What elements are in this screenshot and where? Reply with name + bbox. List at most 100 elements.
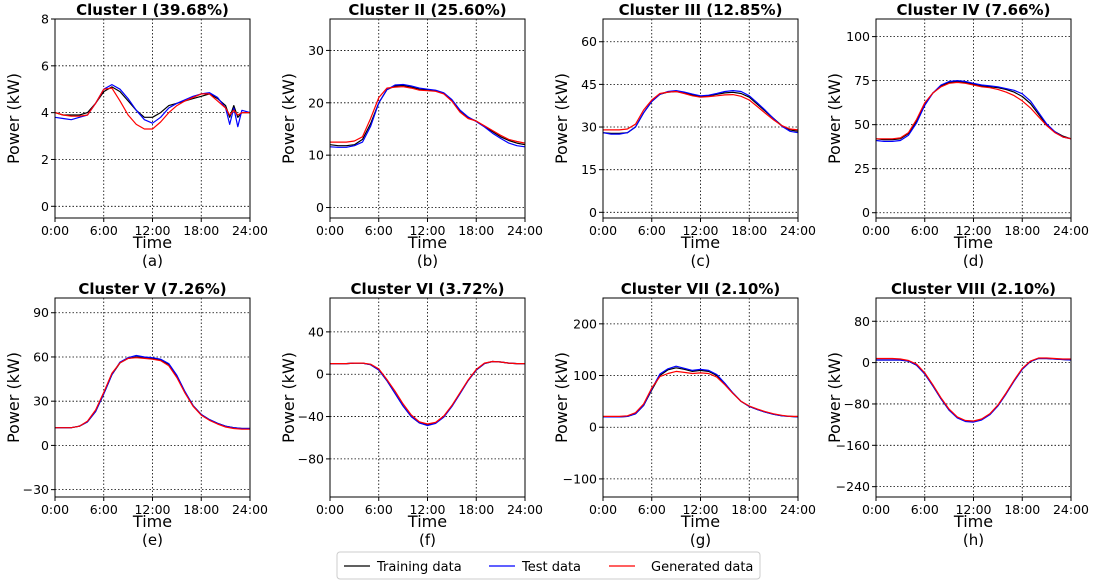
x-tick-label: 12:00 — [682, 502, 718, 517]
legend-label-training: Training data — [376, 560, 462, 575]
y-axis-label: Power (kW) — [279, 73, 298, 164]
x-tick-label: 12:00 — [682, 223, 718, 238]
x-tick-label: 6:00 — [911, 502, 939, 517]
chart-title: Cluster V (7.26%) — [78, 280, 226, 298]
series-line-test — [54, 83, 251, 128]
x-axis-label: Time — [953, 233, 993, 252]
y-tick-label: 75 — [854, 73, 870, 88]
y-axis-label: Power (kW) — [279, 352, 298, 443]
x-tick-label: 12:00 — [134, 502, 170, 517]
y-tick-label: 25 — [854, 161, 870, 176]
series-line-test — [329, 83, 526, 148]
chart-panel: 0:00 6:00 12:00 18:00 24:00 −100 0 100 200 Cluste… — [552, 280, 816, 549]
series-line-generated — [330, 85, 526, 144]
y-tick-label: 0 — [862, 355, 870, 370]
x-tick-label: 6:00 — [638, 223, 666, 238]
x-tick-label: 12:00 — [955, 223, 991, 238]
chart-title: Cluster II (25.60%) — [348, 1, 506, 19]
x-tick-label: 0:00 — [41, 223, 69, 238]
y-tick-label: 50 — [854, 117, 870, 132]
y-tick-label: 0 — [316, 200, 324, 215]
y-tick-label: 6 — [41, 58, 49, 73]
x-tick-label: 12:00 — [955, 502, 991, 517]
y-tick-label: 0 — [41, 199, 49, 214]
y-tick-label: 80 — [854, 314, 870, 329]
x-tick-label: 18:00 — [183, 502, 219, 517]
x-tick-label: 6:00 — [365, 502, 393, 517]
chart-title: Cluster VI (3.72%) — [351, 280, 505, 298]
x-axis-label: Time — [680, 233, 720, 252]
legend-label-test: Test data — [521, 560, 581, 575]
x-tick-label: 18:00 — [1004, 502, 1040, 517]
series-line-training — [875, 80, 1072, 141]
x-tick-label: 24:00 — [1053, 223, 1089, 238]
panel-label: (a) — [142, 252, 163, 270]
x-tick-label: 24:00 — [232, 223, 268, 238]
x-tick-label: 24:00 — [1053, 502, 1089, 517]
x-tick-label: 24:00 — [507, 223, 543, 238]
y-tick-label: 30 — [581, 120, 597, 135]
y-tick-label: 60 — [581, 34, 597, 49]
chart-title: Cluster IV (7.66%) — [897, 1, 1051, 19]
y-tick-label: −40 — [298, 409, 324, 424]
chart-panel: 0:00 6:00 12:00 18:00 24:00 0 2 4 6 8 Cluster I (3… — [4, 1, 268, 270]
x-tick-label: 6:00 — [911, 223, 939, 238]
y-axis-label: Power (kW) — [552, 352, 571, 443]
x-tick-label: 24:00 — [507, 502, 543, 517]
y-tick-label: −80 — [844, 396, 870, 411]
y-tick-label: 4 — [41, 105, 49, 120]
x-tick-label: 6:00 — [638, 502, 666, 517]
y-tick-label: 45 — [581, 77, 597, 92]
x-tick-label: 24:00 — [780, 502, 816, 517]
series-line-training — [329, 84, 526, 147]
y-tick-label: −240 — [836, 479, 870, 494]
y-tick-label: 0 — [589, 205, 597, 220]
x-tick-label: 0:00 — [862, 502, 890, 517]
x-tick-label: 18:00 — [458, 502, 494, 517]
x-tick-label: 18:00 — [731, 502, 767, 517]
chart-panel: 0:00 6:00 12:00 18:00 24:00 −80 −40 0 40 Cluster … — [279, 280, 543, 549]
chart-title: Cluster VIII (2.10%) — [891, 280, 1056, 298]
x-tick-label: 0:00 — [589, 502, 617, 517]
series-line-generated — [603, 90, 799, 131]
panel-label: (h) — [963, 531, 984, 549]
chart-panel: 0:00 6:00 12:00 18:00 24:00 −240 −160 −80 0 80 Clu… — [825, 280, 1089, 549]
y-tick-label: 0 — [41, 438, 49, 453]
series-line-test — [602, 89, 799, 135]
y-tick-label: 60 — [33, 349, 49, 364]
x-tick-label: 18:00 — [731, 223, 767, 238]
x-tick-label: 24:00 — [780, 223, 816, 238]
panel-label: (g) — [690, 531, 711, 549]
y-tick-label: 40 — [308, 324, 324, 339]
chart-panel: 0:00 6:00 12:00 18:00 24:00 0 25 50 75 100 Cluster… — [825, 1, 1089, 270]
chart-panels: 0:00 6:00 12:00 18:00 24:00 0 2 4 6 8 Cluster I (3… — [4, 1, 1089, 549]
legend-frame — [336, 551, 761, 580]
chart-panel: 0:00 6:00 12:00 18:00 24:00 −30 0 30 60 90 Cluster… — [4, 280, 268, 549]
chart-title: Cluster I (39.68%) — [76, 1, 229, 19]
x-axis-label: Time — [680, 512, 720, 531]
y-tick-label: 10 — [308, 148, 324, 163]
y-tick-label: 0 — [316, 367, 324, 382]
y-tick-label: 2 — [41, 152, 49, 167]
y-tick-label: 100 — [846, 29, 870, 44]
x-tick-label: 6:00 — [90, 502, 118, 517]
x-tick-label: 6:00 — [365, 223, 393, 238]
y-tick-label: 200 — [573, 316, 597, 331]
x-tick-label: 0:00 — [316, 223, 344, 238]
x-tick-label: 0:00 — [41, 502, 69, 517]
series-line-generated — [603, 370, 798, 417]
x-tick-label: 12:00 — [409, 223, 445, 238]
y-tick-label: −30 — [23, 482, 49, 497]
x-axis-label: Time — [407, 233, 447, 252]
y-axis-label: Power (kW) — [825, 352, 844, 443]
x-axis-label: Time — [132, 512, 172, 531]
y-tick-label: −100 — [563, 471, 597, 486]
series-line-generated — [876, 357, 1071, 422]
x-tick-label: 12:00 — [409, 502, 445, 517]
panel-label: (d) — [963, 252, 984, 270]
y-tick-label: 0 — [589, 420, 597, 435]
y-tick-label: 90 — [33, 305, 49, 320]
y-tick-label: −80 — [298, 451, 324, 466]
y-axis-label: Power (kW) — [825, 73, 844, 164]
